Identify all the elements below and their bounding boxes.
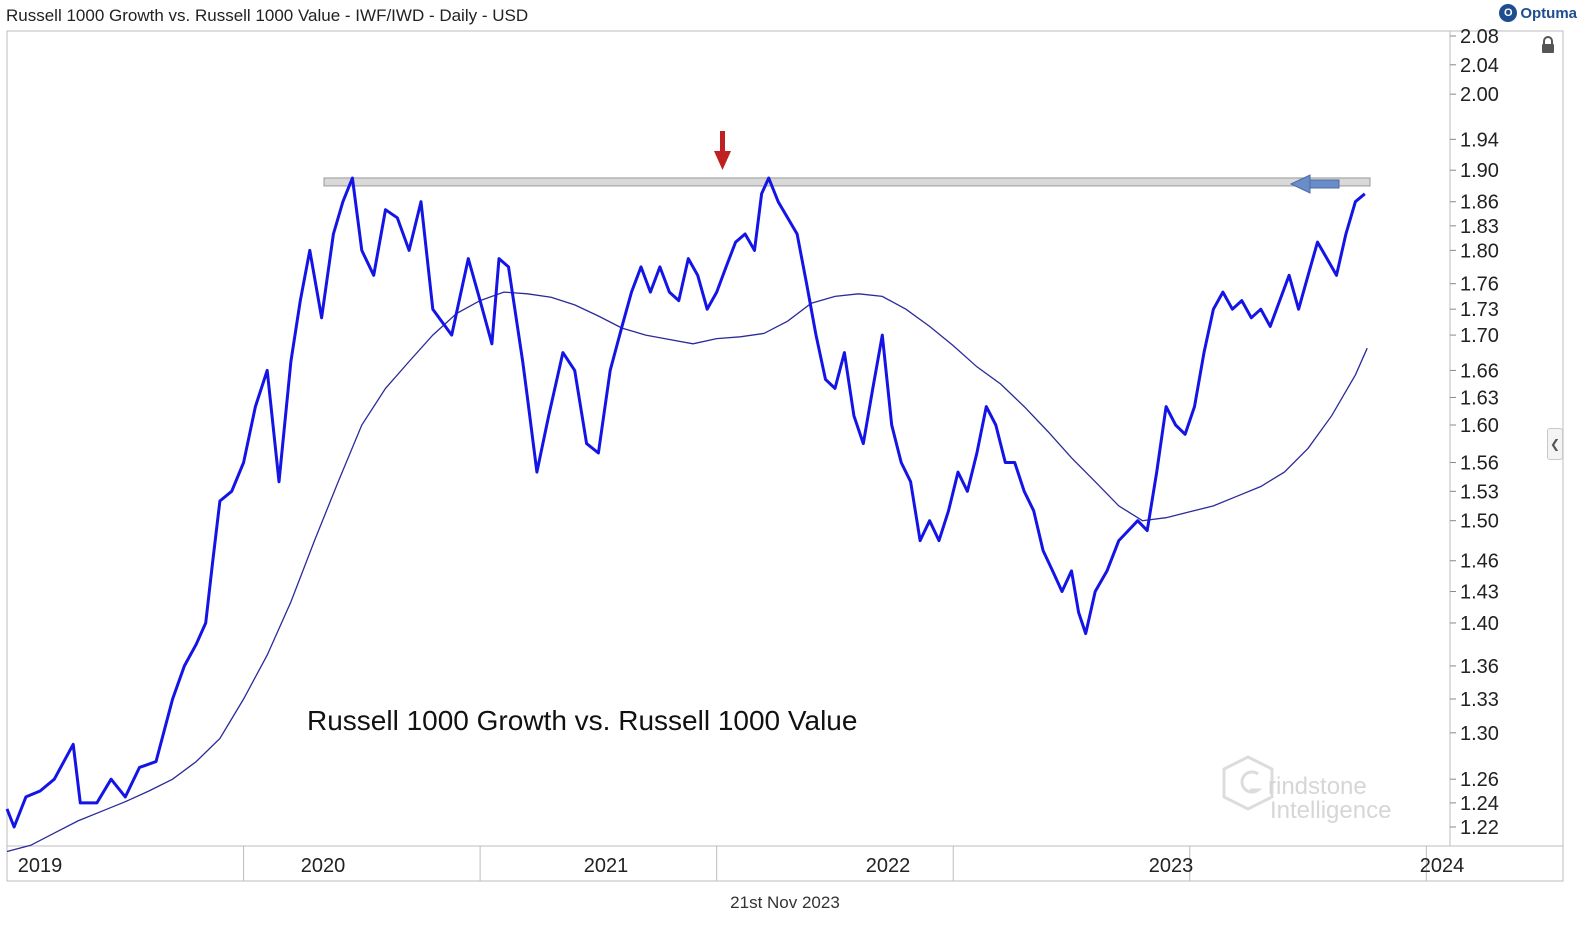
y-tick-label: 1.70 bbox=[1460, 325, 1499, 347]
x-tick-label: 2023 bbox=[1149, 855, 1194, 877]
x-tick-label: 2020 bbox=[301, 855, 346, 877]
y-axis-ticks: 2.08 2.04 2.00 1.94 1.90 1.861.831.80 1.76 1.73… bbox=[1450, 26, 1499, 839]
y-tick-label: 1.40 bbox=[1460, 613, 1499, 635]
y-tick-label: 2.04 bbox=[1460, 55, 1499, 77]
y-tick-label: 1.76 bbox=[1460, 274, 1499, 296]
y-tick-label: 1.60 bbox=[1460, 415, 1499, 437]
y-tick-label: 2.08 bbox=[1460, 26, 1499, 48]
chart-title: Russell 1000 Growth vs. Russell 1000 Val… bbox=[307, 705, 857, 736]
chart-header-title: Russell 1000 Growth vs. Russell 1000 Val… bbox=[6, 6, 529, 25]
optuma-logo-icon: O bbox=[1499, 4, 1518, 22]
y-tick-label: 1.83 bbox=[1460, 216, 1499, 238]
grindstone-logo-icon bbox=[1222, 755, 1274, 811]
ratio-price-line bbox=[5, 176, 1366, 829]
x-tick-label: 2022 bbox=[866, 855, 911, 877]
y-tick-label: 1.30 bbox=[1460, 723, 1499, 745]
x-tick-label: 2024 bbox=[1420, 855, 1465, 877]
y-tick-label: 1.56 bbox=[1460, 453, 1499, 475]
grindstone-logo-inner-icon bbox=[1240, 770, 1263, 794]
watermark-line2: Intelligence bbox=[1270, 797, 1391, 824]
y-tick-label: 1.53 bbox=[1460, 481, 1499, 503]
y-tick-label: 1.94 bbox=[1460, 129, 1499, 151]
y-tick-label: 1.73 bbox=[1460, 299, 1499, 321]
resistance-band bbox=[323, 177, 1371, 187]
x-tick-label: 2021 bbox=[584, 855, 629, 877]
y-tick-label: 1.36 bbox=[1460, 656, 1499, 678]
y-tick-label: 1.22 bbox=[1460, 817, 1499, 839]
y-tick-label: 1.24 bbox=[1460, 793, 1499, 815]
chart-date: 21st Nov 2023 bbox=[730, 893, 840, 912]
watermark-line1: rindstone bbox=[1268, 773, 1367, 800]
x-axis-panel bbox=[6, 845, 1564, 882]
x-tick-label: 2019 bbox=[18, 855, 63, 877]
left-arrow-icon bbox=[1289, 174, 1340, 194]
y-tick-label: 1.66 bbox=[1460, 360, 1499, 382]
y-tick-label: 1.33 bbox=[1460, 689, 1499, 711]
y-axis-panel bbox=[1449, 30, 1564, 847]
y-tick-label: 1.26 bbox=[1460, 769, 1499, 791]
chevron-left-icon: ❮ bbox=[1549, 437, 1561, 451]
optuma-brand-text: Optuma bbox=[1520, 4, 1577, 22]
collapse-panel-button[interactable]: ❮ bbox=[1547, 428, 1563, 460]
y-tick-label: 1.46 bbox=[1460, 551, 1499, 573]
watermark: rindstone Intelligence bbox=[1222, 755, 1391, 824]
y-tick-label: 1.90 bbox=[1460, 160, 1499, 182]
y-tick-label: 1.63 bbox=[1460, 387, 1499, 409]
optuma-brand: O Optuma bbox=[1499, 4, 1577, 22]
down-arrow-icon bbox=[714, 131, 731, 170]
lock-icon[interactable] bbox=[1540, 36, 1556, 54]
x-axis-ticks: 2019 2020 2021 2022 2023 2024 bbox=[18, 846, 1465, 881]
y-tick-label: 1.86 bbox=[1460, 192, 1499, 214]
y-tick-label: 1.80 bbox=[1460, 240, 1499, 262]
y-tick-label: 2.00 bbox=[1460, 84, 1499, 106]
y-tick-label: 1.43 bbox=[1460, 582, 1499, 604]
y-tick-label: 1.50 bbox=[1460, 511, 1499, 533]
